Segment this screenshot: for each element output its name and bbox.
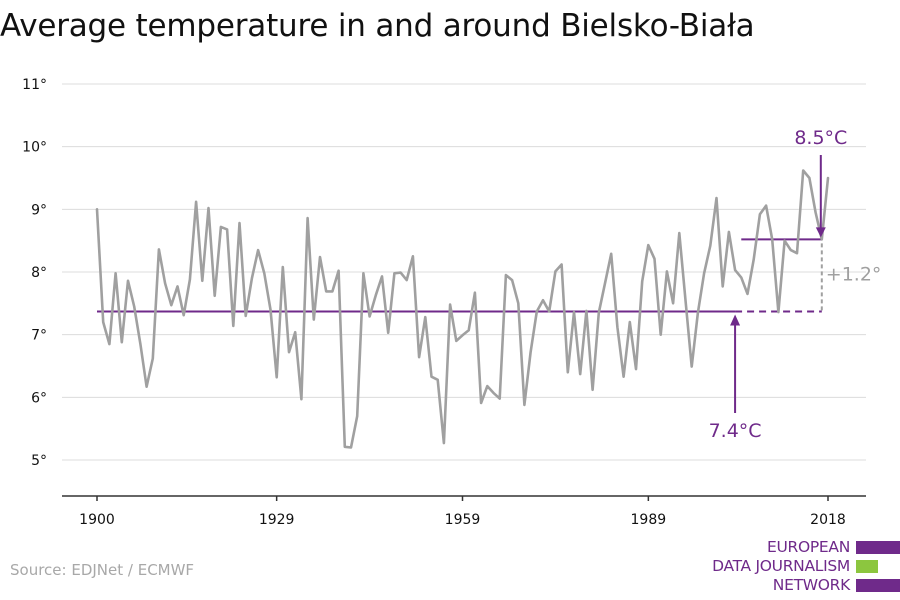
y-tick-label-8: 8° [31,265,47,281]
y-tick-label-10: 10° [22,140,47,156]
x-axis: 1900 1929 1959 1989 2018 [62,495,866,528]
logo-line-3: NETWORK [772,576,851,594]
grid-lines [62,83,866,461]
annotations: 8.5°C 7.4°C +1.2° [709,127,882,442]
annotation-label-difference: +1.2° [826,263,882,285]
source-note: Source: EDJNet / ECMWF [10,561,195,579]
x-tick-label-2018: 2018 [810,512,846,528]
y-tick-label-9: 9° [31,202,47,218]
x-tick-label-1959: 1959 [445,512,481,528]
x-tick-label-1989: 1989 [631,512,667,528]
x-tick-label-1929: 1929 [259,512,295,528]
annotation-arrow-high-head [815,227,826,238]
annotation-label-low: 7.4°C [709,420,762,442]
logo-bar-purple-top [856,541,900,554]
x-tick-label-1900: 1900 [79,512,115,528]
y-tick-label-7: 7° [31,328,47,344]
annotation-label-high: 8.5°C [794,127,847,149]
logo-bar-green [856,560,878,573]
y-tick-label-5: 5° [31,453,47,469]
y-tick-label-6: 6° [31,390,47,406]
y-tick-label-11: 11° [22,77,47,93]
edjnet-logo: EUROPEAN DATA JOURNALISM NETWORK [690,538,900,596]
logo-line-2: DATA JOURNALISM [712,557,850,575]
logo-line-1: EUROPEAN [766,538,850,556]
y-axis-ticks: 5° 6° 7° 8° 9° 10° 11° [22,77,47,469]
logo-bar-purple-bottom [856,579,900,592]
annotation-arrow-low-head [730,314,741,326]
chart-title: Average temperature in and around Bielsk… [0,8,755,44]
temperature-series-line [95,169,830,449]
